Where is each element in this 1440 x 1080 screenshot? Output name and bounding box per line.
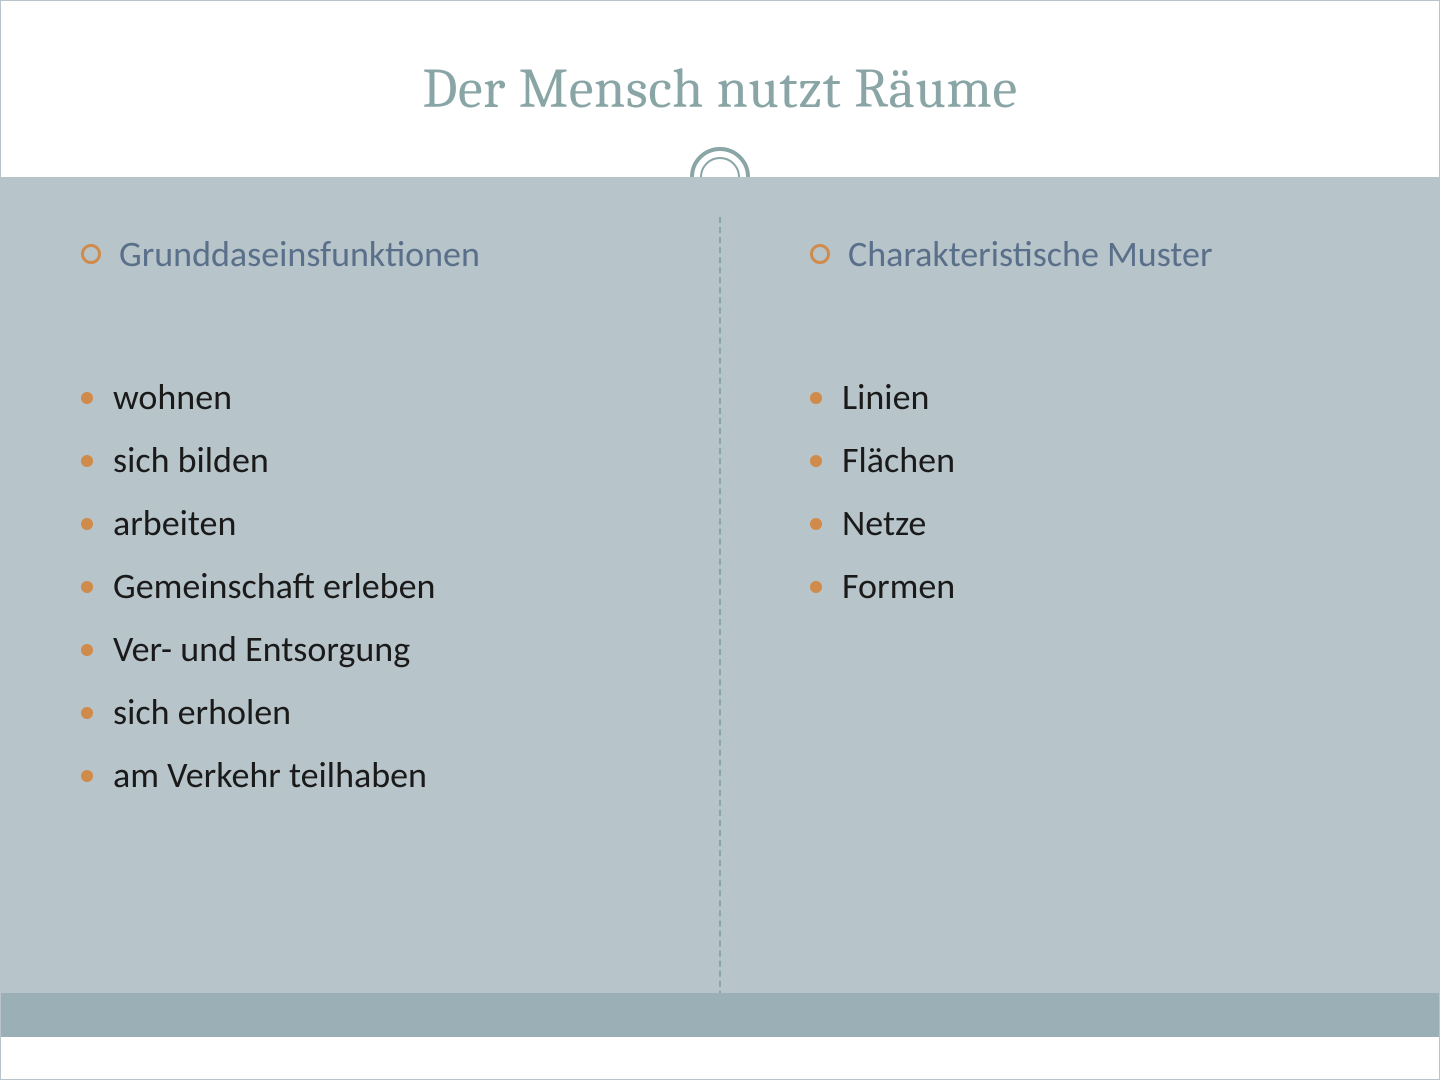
dot-bullet-icon	[81, 581, 93, 593]
list-item-text: arbeiten	[113, 492, 236, 555]
list-item-text: Formen	[842, 555, 955, 618]
list-item-text: Netze	[842, 492, 926, 555]
footer-band	[1, 993, 1439, 1037]
dot-bullet-icon	[810, 518, 822, 530]
list-item: Linien	[810, 366, 1379, 429]
dot-bullet-icon	[81, 518, 93, 530]
right-heading: Charakteristische Muster	[810, 232, 1379, 276]
list-item: Ver- und Entsorgung	[81, 618, 660, 681]
content-area: Grunddaseinsfunktionen wohnen sich bilde…	[1, 177, 1439, 1037]
slide-title: Der Mensch nutzt Räume	[422, 57, 1017, 121]
left-list: wohnen sich bilden arbeiten Gemeinschaft…	[81, 366, 660, 807]
dot-bullet-icon	[81, 392, 93, 404]
right-heading-text: Charakteristische Muster	[848, 232, 1213, 276]
dot-bullet-icon	[810, 455, 822, 467]
list-item: Gemeinschaft erleben	[81, 555, 660, 618]
list-item: Formen	[810, 555, 1379, 618]
dot-bullet-icon	[81, 455, 93, 467]
list-item-text: wohnen	[113, 366, 232, 429]
ring-bullet-icon	[810, 244, 830, 264]
dot-bullet-icon	[810, 581, 822, 593]
list-item: arbeiten	[81, 492, 660, 555]
dot-bullet-icon	[81, 707, 93, 719]
list-item-text: Flächen	[842, 429, 955, 492]
right-list: Linien Flächen Netze Formen	[810, 366, 1379, 618]
list-item-text: Linien	[842, 366, 929, 429]
list-item: Flächen	[810, 429, 1379, 492]
list-item: sich bilden	[81, 429, 660, 492]
slide: Der Mensch nutzt Räume Grunddaseinsfunkt…	[0, 0, 1440, 1080]
dot-bullet-icon	[81, 770, 93, 782]
list-item-text: am Verkehr teilhaben	[113, 744, 427, 807]
ring-bullet-icon	[81, 244, 101, 264]
list-item-text: sich erholen	[113, 681, 291, 744]
list-item-text: sich bilden	[113, 429, 269, 492]
list-item: wohnen	[81, 366, 660, 429]
list-item: sich erholen	[81, 681, 660, 744]
dot-bullet-icon	[81, 644, 93, 656]
dot-bullet-icon	[810, 392, 822, 404]
left-heading: Grunddaseinsfunktionen	[81, 232, 660, 276]
vertical-divider	[719, 217, 721, 1037]
list-item: am Verkehr teilhaben	[81, 744, 660, 807]
left-heading-text: Grunddaseinsfunktionen	[119, 232, 480, 276]
right-column: Charakteristische Muster Linien Flächen …	[720, 177, 1439, 1037]
list-item-text: Gemeinschaft erleben	[113, 555, 435, 618]
left-column: Grunddaseinsfunktionen wohnen sich bilde…	[1, 177, 720, 1037]
list-item: Netze	[810, 492, 1379, 555]
list-item-text: Ver- und Entsorgung	[113, 618, 410, 681]
